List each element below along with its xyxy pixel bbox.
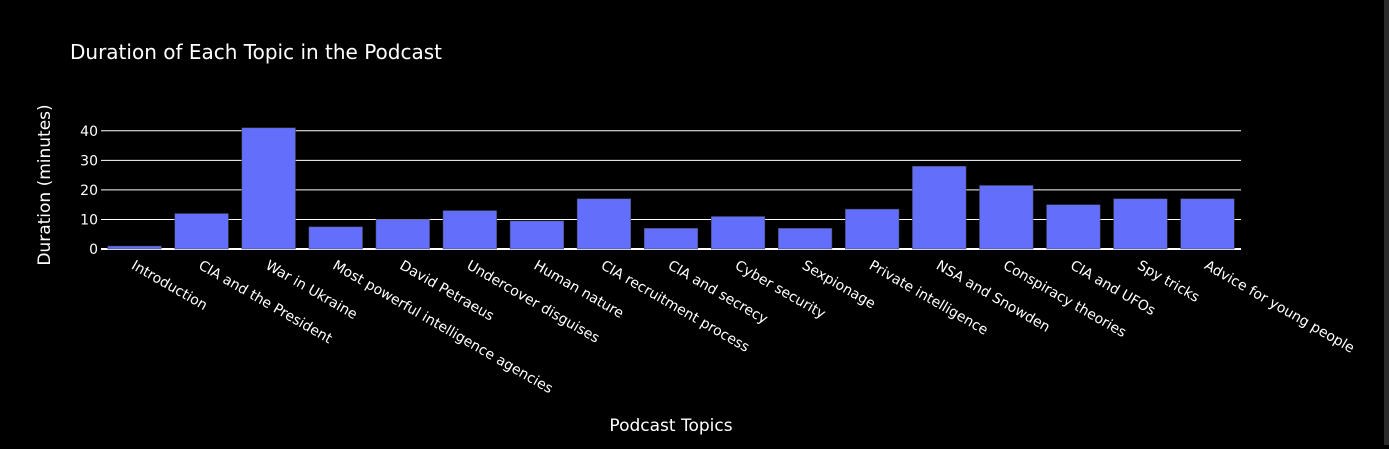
bar	[1046, 204, 1101, 250]
bar	[778, 228, 833, 250]
bar	[308, 226, 363, 250]
bar	[710, 216, 766, 250]
y-tick-label: 20	[80, 183, 98, 199]
bar	[845, 208, 900, 250]
bar	[1113, 198, 1168, 250]
bars	[107, 127, 1235, 250]
y-tick-labels: 0 10 20 30 40	[80, 124, 98, 258]
chart-title: Duration of Each Topic in the Podcast	[70, 40, 442, 64]
x-tick-label: Advice for young people	[1201, 258, 1356, 357]
y-axis-title: Duration (minutes)	[35, 104, 55, 265]
x-tick-label: NSA and Snowden	[933, 258, 1052, 336]
bar	[576, 198, 632, 250]
bar	[979, 185, 1034, 250]
bar	[912, 165, 967, 250]
x-axis-title: Podcast Topics	[609, 416, 732, 436]
bar	[174, 213, 229, 250]
bar	[509, 220, 564, 250]
bar	[375, 219, 430, 250]
bar	[107, 245, 162, 250]
y-tick-label: 10	[80, 212, 98, 228]
bar	[643, 228, 699, 250]
y-tick-label: 40	[80, 124, 98, 140]
y-tick-label: 30	[80, 153, 98, 169]
bar	[1180, 198, 1235, 250]
y-tick-label: 0	[89, 242, 98, 258]
bar	[442, 210, 497, 250]
x-tick-label: Conspiracy theories	[1000, 258, 1129, 341]
x-tick-label: Private intelligence	[866, 258, 990, 339]
bar	[241, 127, 296, 250]
